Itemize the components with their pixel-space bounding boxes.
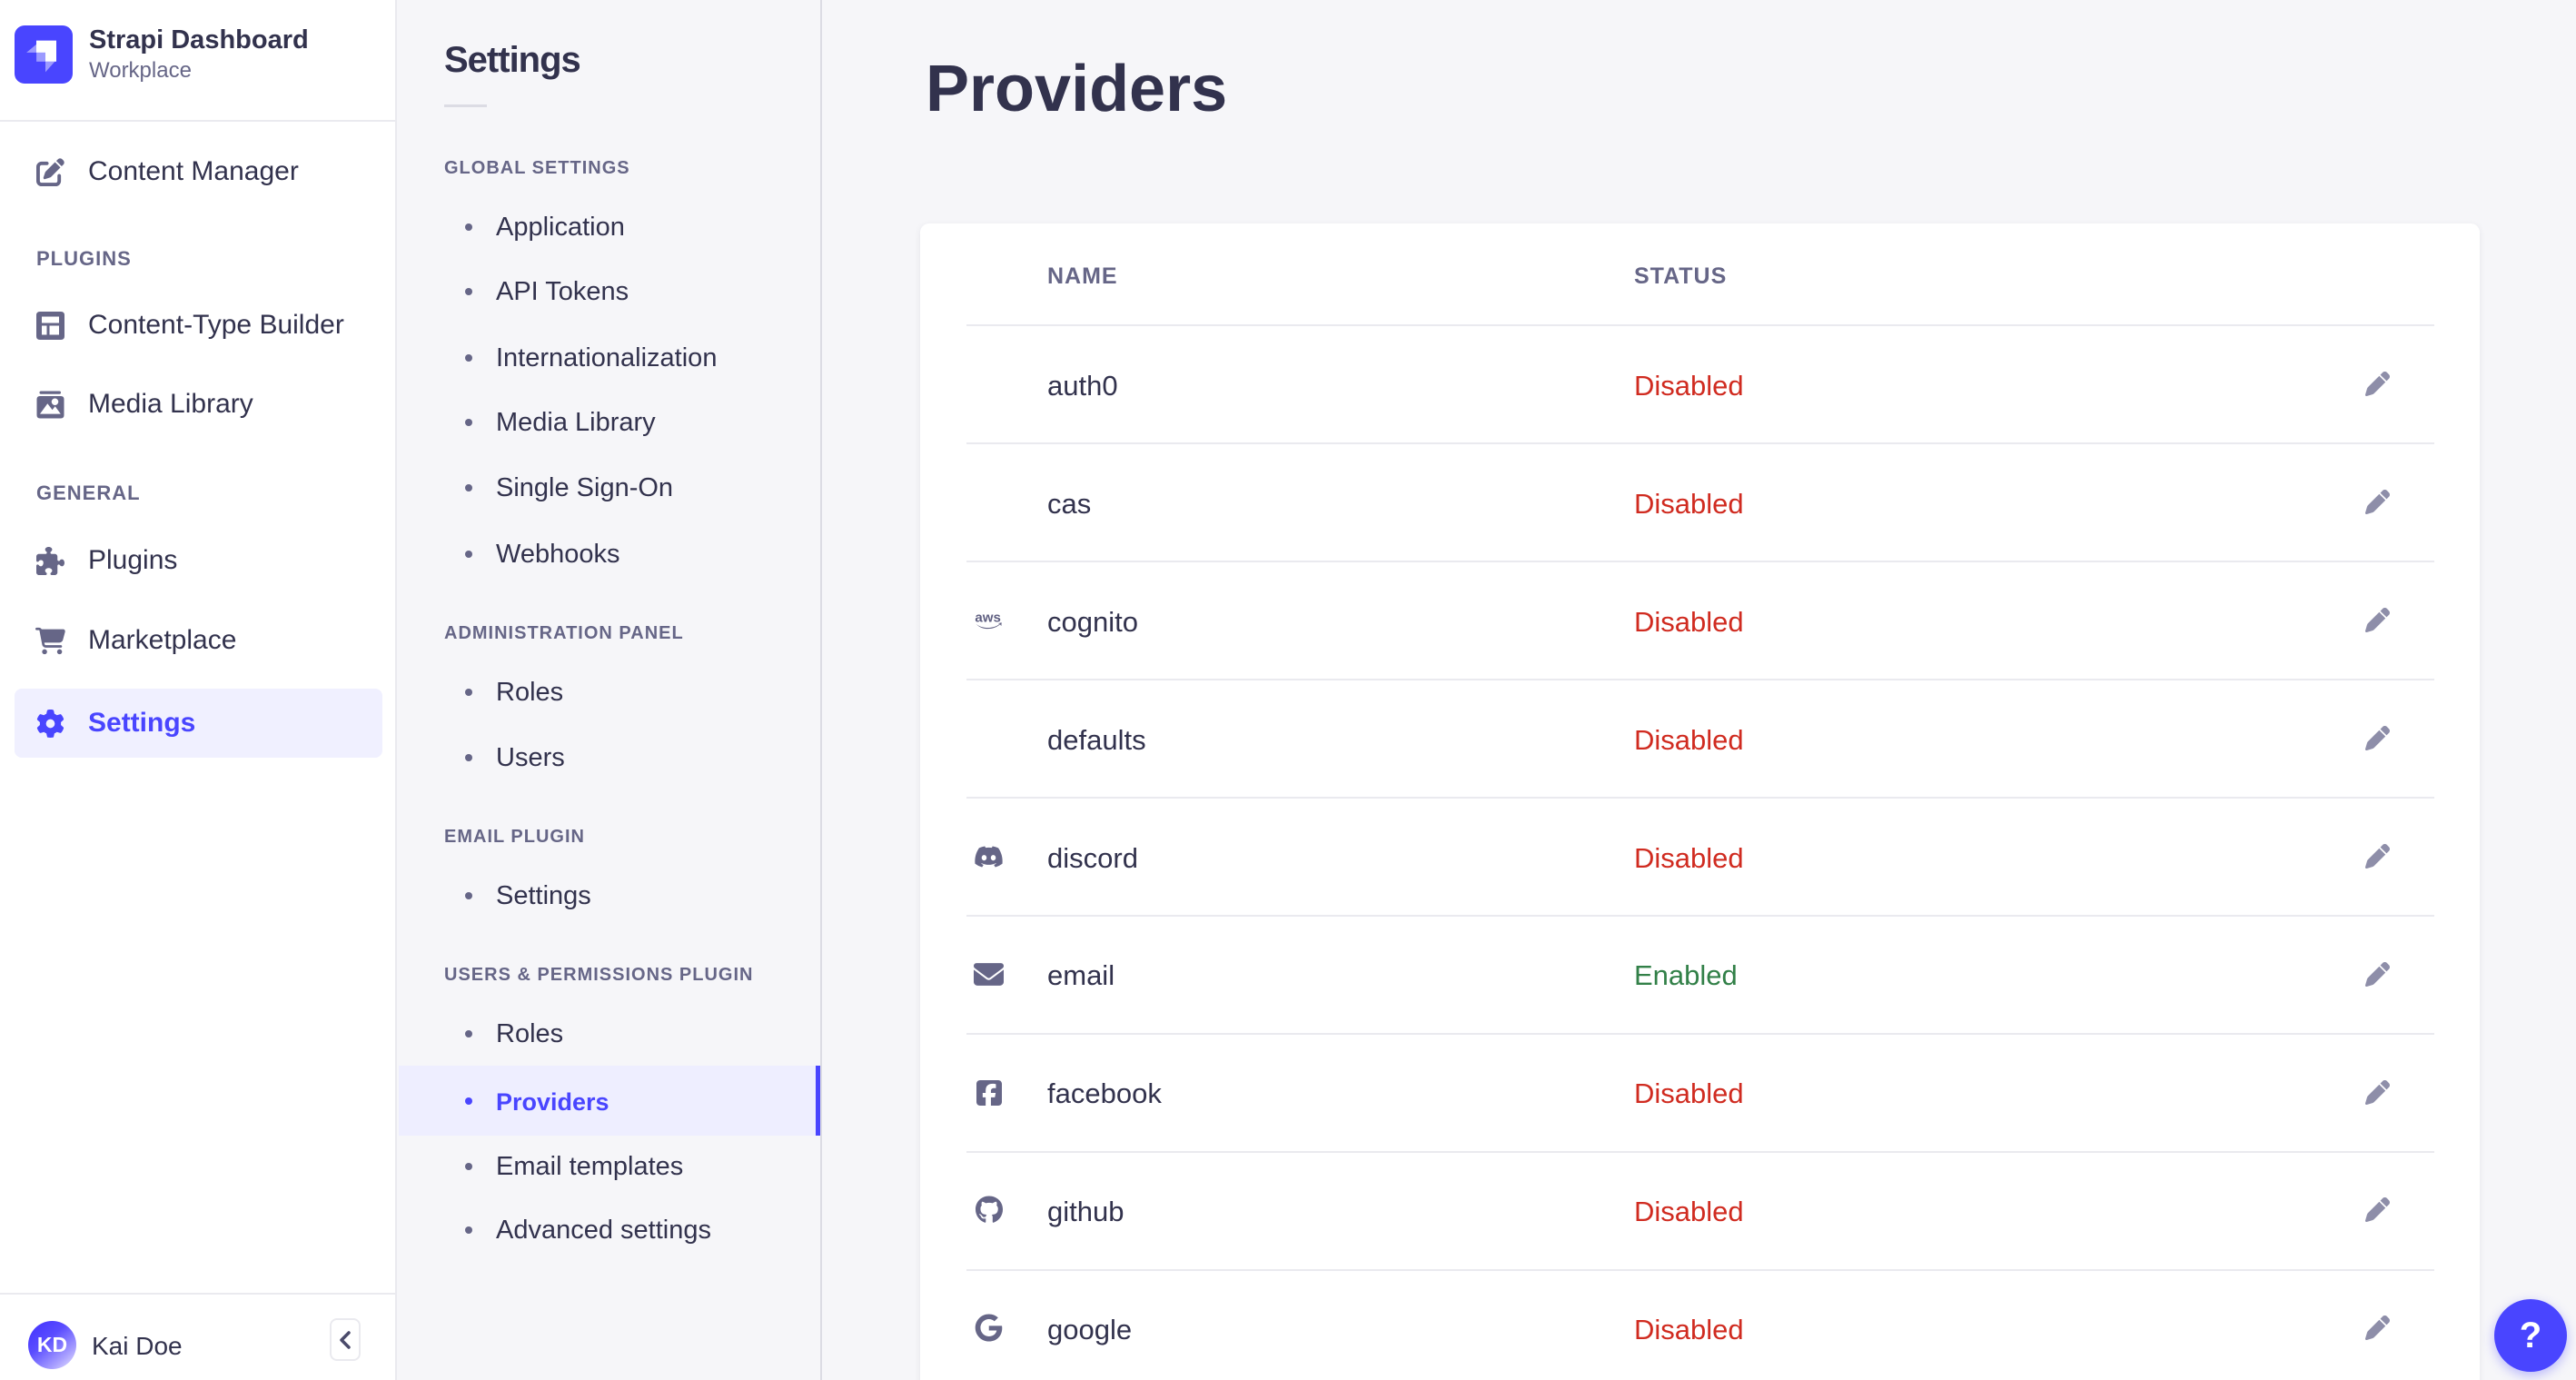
svg-text:aws: aws (975, 610, 1000, 625)
